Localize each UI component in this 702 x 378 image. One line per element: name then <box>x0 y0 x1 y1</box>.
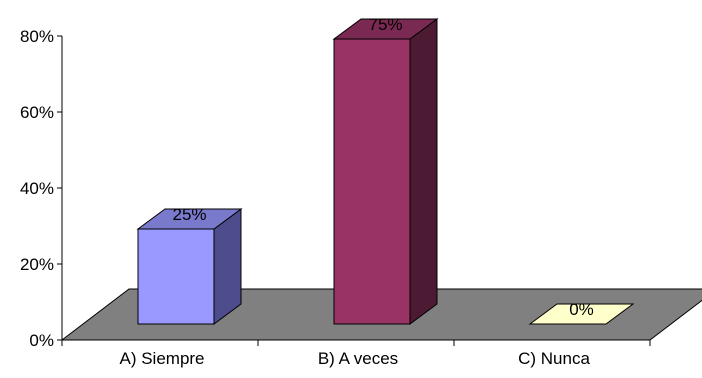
data-label: 25% <box>172 205 206 224</box>
bars: 25% 75% 0% <box>136 15 635 325</box>
y-tick-label: 0% <box>29 331 54 350</box>
bar-side <box>409 18 438 325</box>
y-tick-label: 40% <box>20 179 54 198</box>
bar-front <box>333 38 411 325</box>
bar-top <box>528 303 635 325</box>
bar-top <box>332 18 439 40</box>
y-tick-label: 80% <box>20 27 54 46</box>
bar: 0% <box>528 300 635 325</box>
x-category-label: B) A veces <box>318 349 398 368</box>
x-category-label: C) Nunca <box>518 349 590 368</box>
y-tick-label: 20% <box>20 255 54 274</box>
bar: 75% <box>332 15 439 325</box>
x-axis-labels: A) Siempre B) A veces C) Nunca <box>61 340 651 368</box>
y-axis: 0% 20% 40% 60% 80% <box>20 27 63 350</box>
x-category-label: A) Siempre <box>119 349 204 368</box>
bar-front <box>137 228 215 325</box>
data-label: 0% <box>569 300 594 319</box>
data-label: 75% <box>368 15 402 34</box>
bar-top <box>136 208 243 230</box>
bar: 25% <box>136 205 243 325</box>
y-tick-label: 60% <box>20 103 54 122</box>
